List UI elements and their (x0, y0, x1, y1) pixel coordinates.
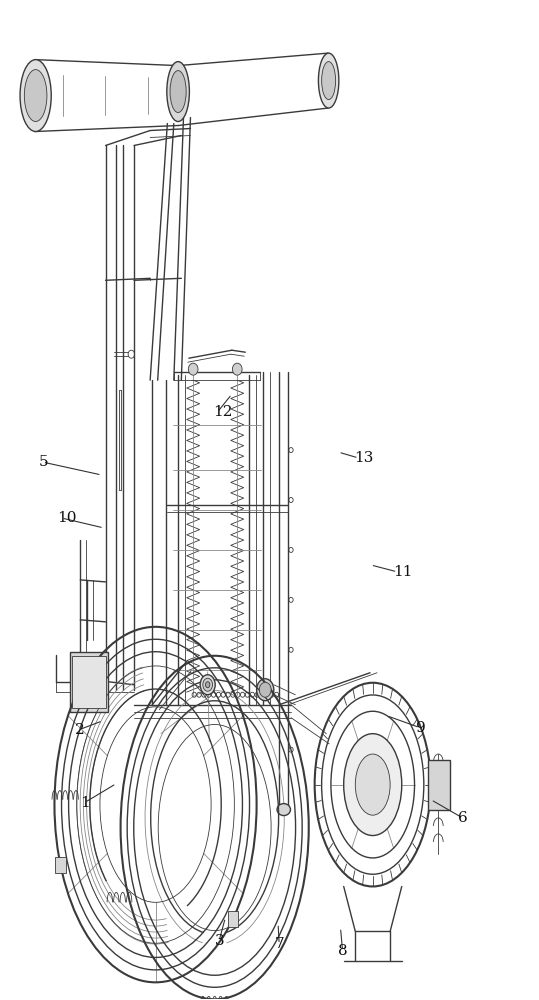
Bar (227, 911, 238, 927)
Text: 3: 3 (215, 934, 224, 948)
Ellipse shape (232, 363, 242, 375)
Ellipse shape (24, 70, 47, 122)
Ellipse shape (319, 53, 339, 108)
Ellipse shape (200, 675, 215, 695)
Ellipse shape (170, 71, 186, 113)
Ellipse shape (20, 60, 51, 132)
Ellipse shape (167, 62, 189, 122)
Bar (70, 652, 108, 712)
Bar (428, 760, 450, 810)
Text: 5: 5 (38, 455, 48, 469)
Text: 10: 10 (57, 511, 77, 525)
Text: 11: 11 (393, 565, 413, 579)
Text: 9: 9 (416, 721, 425, 735)
Text: 1: 1 (80, 796, 90, 810)
Ellipse shape (203, 678, 212, 691)
Text: 6: 6 (458, 811, 467, 825)
Ellipse shape (355, 754, 390, 815)
Ellipse shape (205, 682, 210, 688)
Ellipse shape (259, 682, 271, 697)
Bar (72, 656, 106, 708)
Ellipse shape (322, 62, 336, 100)
Ellipse shape (277, 804, 291, 816)
Text: 13: 13 (355, 451, 374, 465)
Bar (55, 857, 66, 873)
Ellipse shape (257, 679, 274, 701)
Text: 7: 7 (275, 937, 285, 951)
Text: 12: 12 (213, 405, 232, 419)
Ellipse shape (188, 363, 198, 375)
Text: 2: 2 (75, 723, 85, 737)
Text: 8: 8 (338, 944, 348, 958)
Ellipse shape (344, 734, 402, 836)
